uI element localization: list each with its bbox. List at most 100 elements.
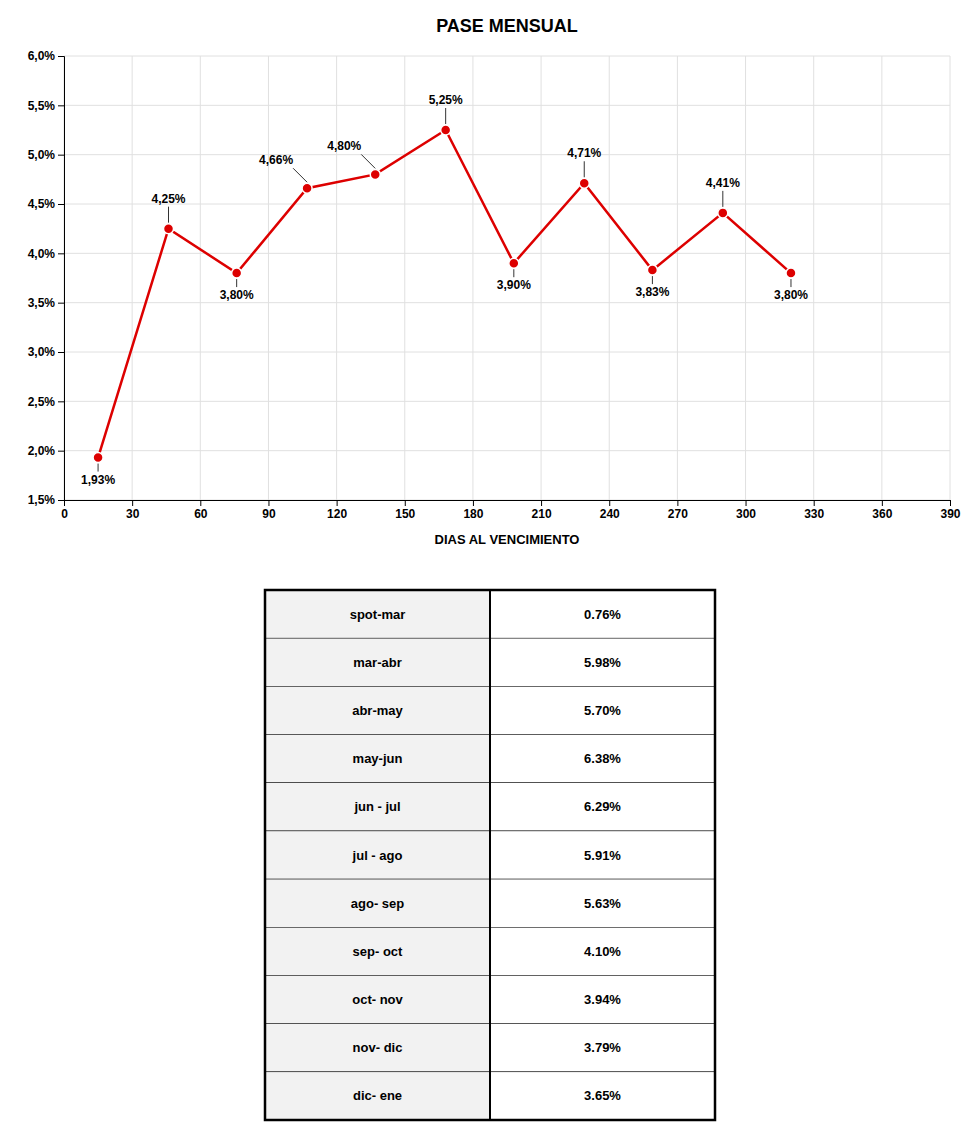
x-tick-label: 330 [804, 507, 824, 521]
table-row-label: jun - jul [353, 799, 400, 814]
x-tick-label: 150 [395, 507, 415, 521]
x-tick-mark [609, 500, 610, 506]
table-value-label: 6.29% [584, 799, 621, 814]
grid-line-y [64, 56, 950, 57]
y-tick: 3,0% [28, 345, 64, 359]
grid-line-x [472, 56, 473, 500]
data-point [718, 208, 728, 218]
grid-line-x [677, 56, 678, 500]
table-value-cell [490, 735, 715, 783]
table-row-label: oct- nov [352, 992, 403, 1007]
table-value-label: 0.76% [584, 607, 621, 622]
grid-line-x [132, 56, 133, 500]
x-tick: 360 [872, 500, 892, 521]
x-tick-mark [677, 500, 678, 506]
x-tick-mark [746, 500, 747, 506]
label-leader [445, 108, 446, 124]
y-tick-label: 1,5% [28, 493, 56, 507]
data-point [441, 125, 451, 135]
table-border [265, 590, 715, 1120]
y-tick: 4,5% [28, 197, 64, 211]
table-row-label: sep- oct [353, 944, 404, 959]
x-tick: 210 [532, 500, 552, 521]
y-tick: 4,0% [28, 247, 64, 261]
table-row-label: jul - ago [352, 848, 403, 863]
line-chart: 03060901201501802102402703003303603901,5… [28, 16, 961, 547]
label-leader [98, 464, 99, 472]
table-row-label: ago- sep [351, 896, 405, 911]
plot-marks [93, 125, 796, 463]
x-tick-label: 90 [262, 507, 276, 521]
table-value-cell [490, 975, 715, 1023]
x-tick: 300 [736, 500, 756, 521]
label-leader [293, 168, 307, 182]
x-tick-mark [882, 500, 883, 506]
y-tick-mark [58, 352, 64, 353]
grid-line-x [609, 56, 610, 500]
label-leader [361, 154, 375, 168]
x-tick-label: 240 [600, 507, 620, 521]
grid-line-y [64, 302, 950, 303]
y-tick: 3,5% [28, 296, 64, 310]
x-tick-mark [337, 500, 338, 506]
y-tick: 6,0% [28, 49, 64, 63]
x-tick-label: 270 [668, 507, 688, 521]
y-tick-mark [58, 303, 64, 304]
y-tick-label: 5,5% [28, 99, 56, 113]
y-axis: 1,5%2,0%2,5%3,0%3,5%4,0%4,5%5,0%5,5%6,0% [28, 49, 65, 507]
data-line [98, 130, 791, 458]
table-value-cell [490, 686, 715, 734]
grid-line-x [881, 56, 882, 500]
x-tick-label: 180 [463, 507, 483, 521]
label-leader [513, 269, 514, 277]
data-labels: 1,93%4,25%3,80%4,66%4,80%5,25%3,90%4,71%… [81, 93, 808, 487]
y-tick-label: 3,0% [28, 345, 56, 359]
label-leader [236, 279, 237, 287]
y-tick: 5,5% [28, 99, 64, 113]
table-value-label: 5.70% [584, 703, 621, 718]
y-tick-label: 2,0% [28, 444, 56, 458]
grid-line-x [950, 56, 951, 500]
table-label-cell [265, 638, 490, 686]
label-leader [168, 207, 169, 223]
grid-line-y [64, 352, 950, 353]
x-tick-label: 60 [194, 507, 208, 521]
x-tick: 150 [395, 500, 415, 521]
chart-title: PASE MENSUAL [436, 16, 578, 36]
y-tick-label: 3,5% [28, 296, 56, 310]
data-point [302, 183, 312, 193]
data-label: 4,25% [151, 192, 185, 206]
label-leader [584, 161, 585, 177]
table: spot-mar0.76%mar-abr5.98%abr-may5.70%may… [265, 590, 715, 1120]
data-point [786, 268, 796, 278]
y-tick-mark [58, 253, 64, 254]
x-axis-title: DIAS AL VENCIMIENTO [435, 532, 580, 547]
x-tick-label: 120 [327, 507, 347, 521]
y-tick-label: 6,0% [28, 49, 56, 63]
table-row-label: mar-abr [353, 655, 401, 670]
table-value-label: 3.79% [584, 1040, 621, 1055]
table-divider [489, 590, 491, 1120]
grid-line-y [64, 401, 950, 402]
data-point [509, 258, 519, 268]
x-tick: 60 [194, 500, 208, 521]
table-value-label: 5.91% [584, 848, 621, 863]
y-tick-mark [58, 204, 64, 205]
data-label: 3,80% [774, 288, 808, 302]
data-label: 5,25% [429, 93, 463, 107]
table-value-cell [490, 1024, 715, 1072]
table-label-cell [265, 879, 490, 927]
grid-line-x [813, 56, 814, 500]
x-tick-mark [268, 500, 269, 506]
table-label-cell [265, 735, 490, 783]
grid-line-y [64, 105, 950, 106]
table-row-label: spot-mar [350, 607, 406, 622]
y-tick-mark [58, 451, 64, 452]
table-value-label: 3.94% [584, 992, 621, 1007]
table-value-label: 6.38% [584, 751, 621, 766]
data-label: 4,71% [567, 146, 601, 160]
table-value-label: 5.98% [584, 655, 621, 670]
grid-line-y [64, 253, 950, 254]
data-label: 4,66% [259, 153, 293, 167]
grid-line-x [200, 56, 201, 500]
